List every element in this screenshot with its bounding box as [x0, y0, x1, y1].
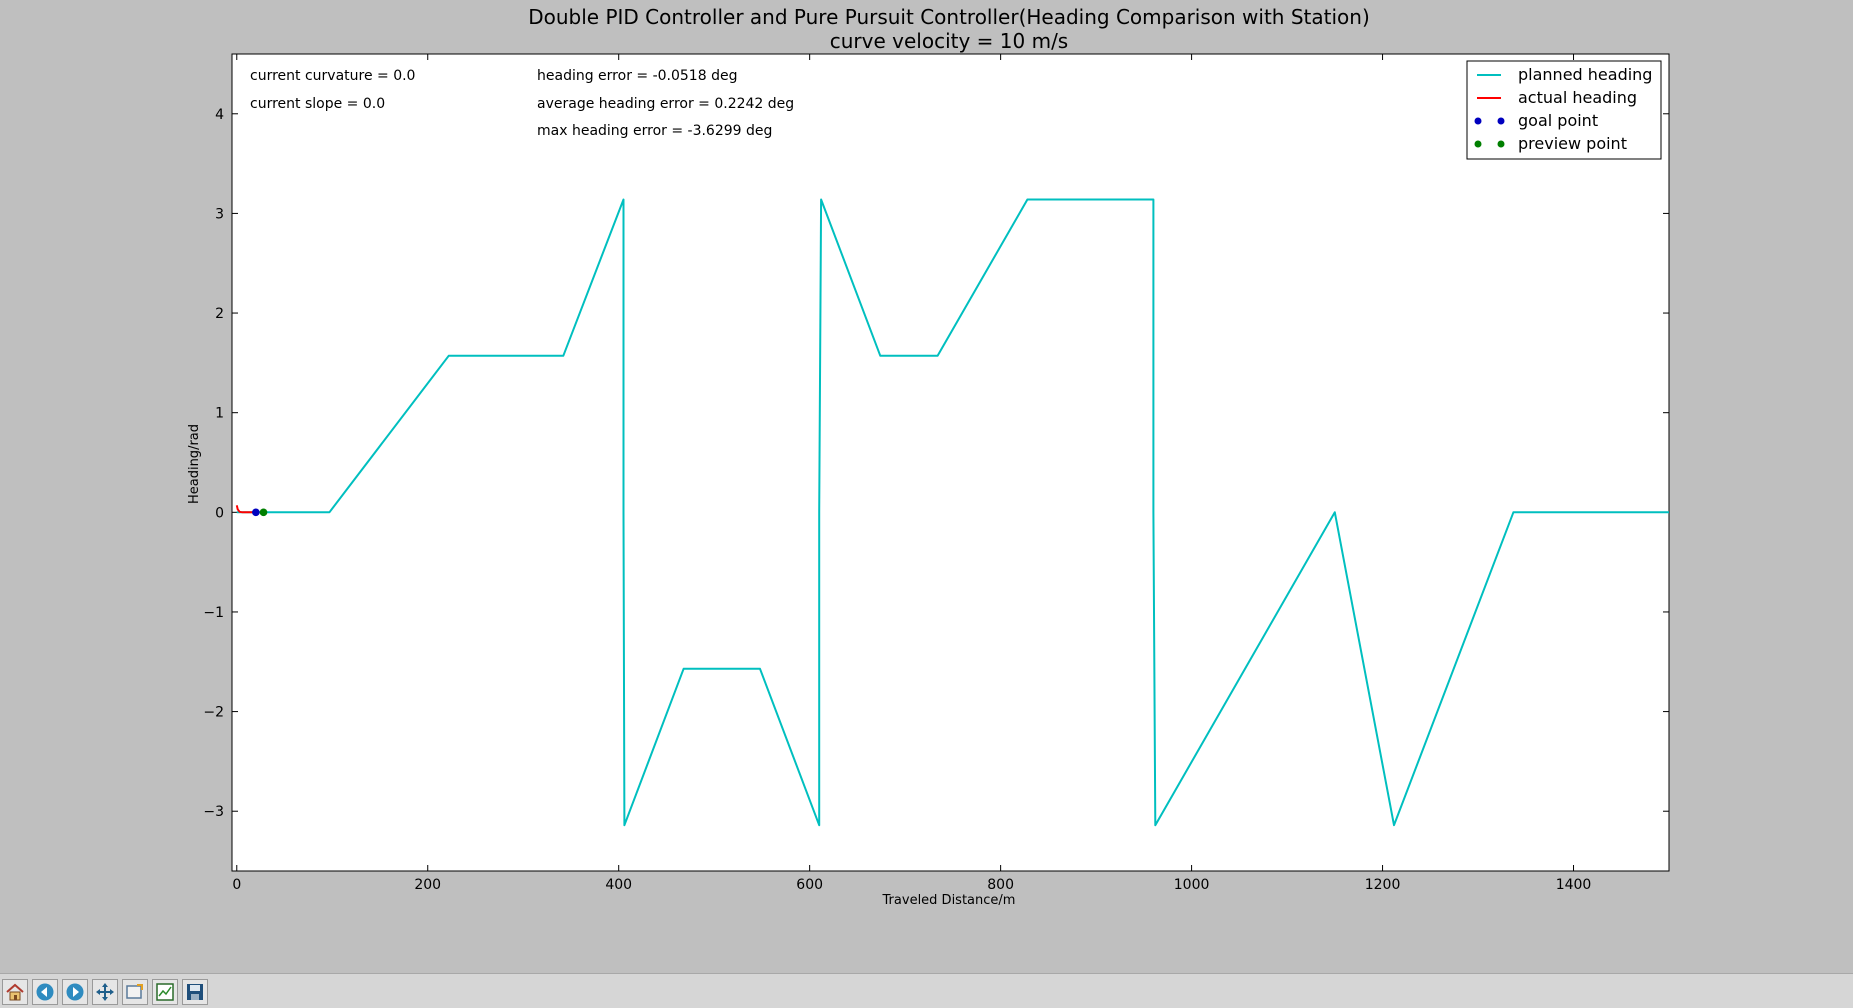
y-tick-label: 2	[215, 306, 224, 322]
annotation-max-heading-error: max heading error = -3.6299 deg	[537, 123, 772, 139]
subplots-icon	[156, 983, 174, 1001]
x-tick-label: 600	[796, 877, 823, 893]
figure: Double PID Controller and Pure Pursuit C…	[187, 5, 1670, 908]
legend-label-actual-heading: actual heading	[1518, 88, 1637, 107]
plot-area	[231, 53, 1670, 872]
series-layer	[235, 198, 1669, 827]
legend-label-planned-heading: planned heading	[1518, 65, 1652, 84]
legend-marker-goal-point-a	[1474, 117, 1482, 125]
x-axis-label: Traveled Distance/m	[882, 893, 1016, 908]
y-tick-label: 3	[215, 206, 224, 222]
goal-point-marker	[252, 508, 260, 517]
y-tick-label: −1	[203, 605, 224, 621]
preview-point-marker	[259, 508, 268, 517]
x-tick-label: 1400	[1556, 877, 1592, 893]
annotation-heading-error: heading error = -0.0518 deg	[537, 68, 737, 84]
y-axis-ticks: 4 3 2 1 0 −1 −2 −3	[203, 107, 1669, 820]
annotation-curvature: current curvature = 0.0	[250, 68, 415, 84]
annotation-slope: current slope = 0.0	[250, 96, 385, 112]
annotation-average-heading-error: average heading error = 0.2242 deg	[537, 96, 794, 112]
x-axis-ticks: 0 200 400 600 800 1000 1200 1400	[232, 54, 1591, 893]
legend: planned heading actual heading goal poin…	[1466, 60, 1662, 160]
forward-icon	[66, 983, 84, 1001]
x-tick-label: 1000	[1174, 877, 1210, 893]
navigation-toolbar	[0, 973, 1853, 1008]
zoom-icon	[126, 984, 143, 999]
legend-marker-preview-point-b	[1497, 140, 1505, 148]
y-tick-label: −2	[203, 705, 224, 721]
save-button[interactable]	[182, 979, 208, 1005]
pan-button[interactable]	[92, 979, 118, 1005]
legend-label-preview-point: preview point	[1518, 134, 1627, 153]
subplots-button[interactable]	[152, 979, 178, 1005]
chart-title: Double PID Controller and Pure Pursuit C…	[528, 5, 1370, 29]
pan-icon	[96, 983, 114, 1001]
chart-subtitle: curve velocity = 10 m/s	[830, 29, 1068, 53]
save-icon	[187, 984, 203, 1000]
back-icon	[36, 983, 54, 1001]
y-tick-label: −3	[203, 804, 224, 820]
x-tick-label: 400	[605, 877, 632, 893]
home-button[interactable]	[2, 979, 28, 1005]
y-tick-label: 0	[215, 505, 224, 521]
x-tick-label: 200	[414, 877, 441, 893]
y-tick-label: 4	[215, 107, 224, 123]
legend-label-goal-point: goal point	[1518, 111, 1598, 130]
back-button[interactable]	[32, 979, 58, 1005]
x-tick-label: 800	[987, 877, 1014, 893]
legend-marker-goal-point-b	[1497, 117, 1505, 125]
legend-marker-preview-point-a	[1474, 140, 1482, 148]
zoom-button[interactable]	[122, 979, 148, 1005]
planned-heading-line	[236, 198, 1669, 827]
home-icon	[6, 983, 24, 1001]
x-tick-label: 1200	[1365, 877, 1401, 893]
forward-button[interactable]	[62, 979, 88, 1005]
y-tick-label: 1	[215, 406, 224, 422]
y-axis-label: Heading/rad	[187, 424, 202, 504]
x-tick-label: 0	[232, 877, 241, 893]
actual-heading-line	[235, 505, 256, 514]
